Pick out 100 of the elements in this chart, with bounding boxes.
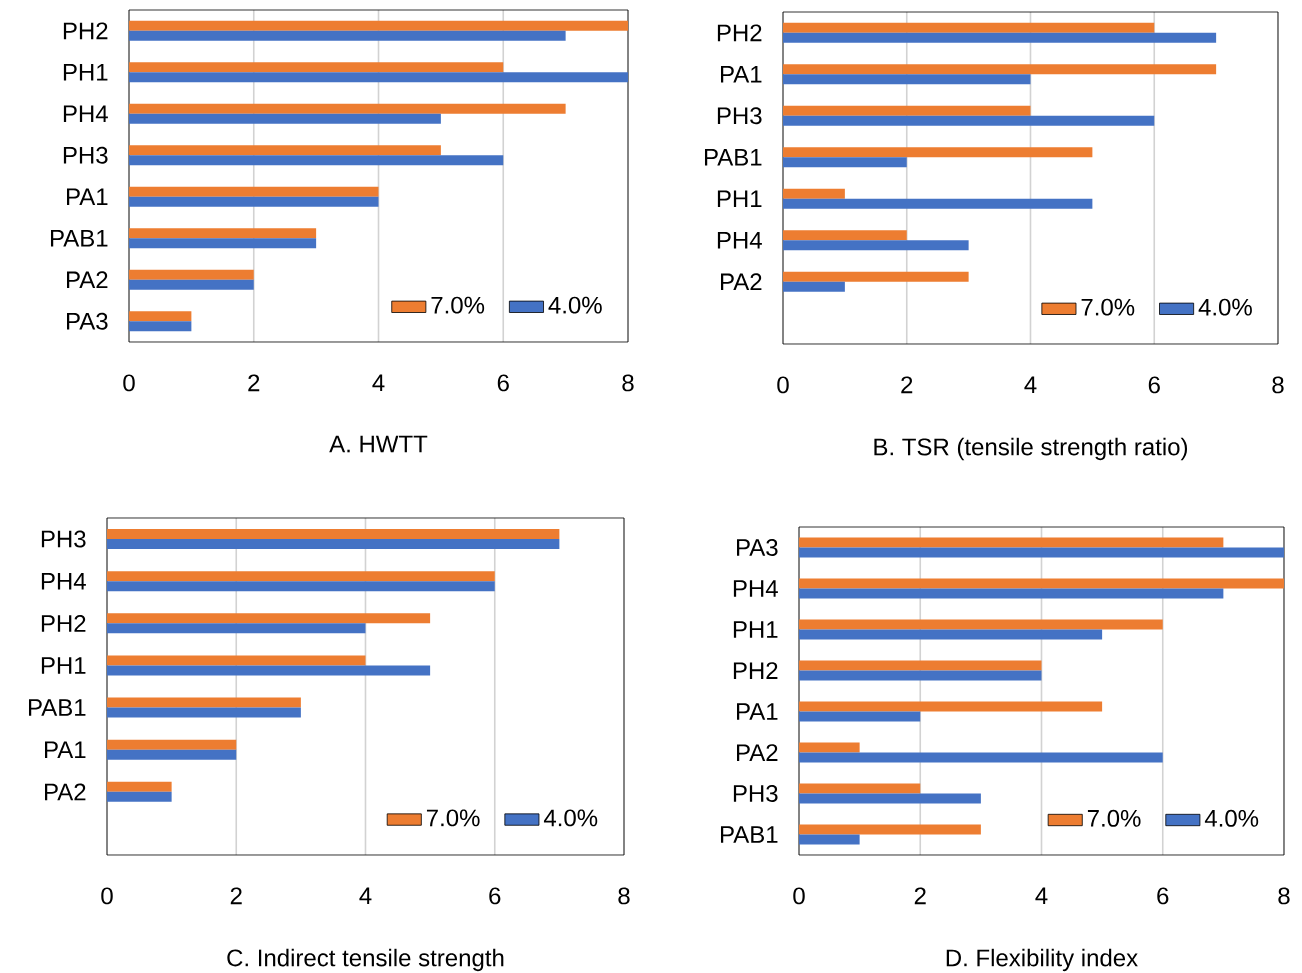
legend-label: 7.0%: [1087, 809, 1141, 827]
y-tick-label: PH3: [41, 530, 86, 548]
bar: [107, 665, 431, 676]
y-tick-label: PA2: [721, 273, 762, 291]
y-tick-label: PA3: [737, 539, 778, 556]
bar: [783, 32, 1217, 43]
bar: [107, 529, 560, 540]
x-axis-title: D. Flexibility index: [946, 948, 1138, 972]
x-tick-label: 0: [123, 374, 135, 392]
bar: [129, 321, 192, 332]
bar: [799, 834, 860, 845]
y-tick-label: PH3: [63, 146, 108, 164]
bar: [107, 539, 560, 550]
x-tick-label: 4: [359, 887, 372, 904]
bar: [799, 711, 921, 722]
x-tick-label: 2: [230, 887, 242, 905]
legend-label: 4.0%: [1198, 298, 1252, 316]
bar: [107, 613, 431, 624]
legend-label: 4.0%: [548, 296, 602, 314]
bar: [129, 311, 192, 322]
x-tick-label: 0: [777, 376, 789, 394]
bar: [129, 196, 379, 207]
x-tick-label: 4: [1024, 376, 1037, 393]
bar: [799, 619, 1163, 630]
bar: [129, 186, 379, 197]
y-tick-label: PH2: [41, 614, 86, 632]
x-tick-label: 8: [622, 374, 634, 392]
y-tick-label: PH1: [63, 64, 108, 81]
bar: [799, 588, 1224, 599]
x-tick-label: 6: [489, 887, 501, 905]
bar: [783, 240, 969, 251]
y-tick-label: PA1: [721, 66, 762, 83]
bar: [783, 105, 1031, 116]
bar: [783, 188, 845, 199]
bar: [783, 230, 907, 241]
x-axis-title: B. TSR (tensile strength ratio): [874, 437, 1188, 461]
y-tick-label: PH4: [41, 572, 86, 590]
x-axis-title: C. Indirect tensile strength: [227, 948, 504, 972]
bar: [107, 749, 237, 760]
bar: [129, 155, 504, 166]
y-tick-label: PH4: [63, 105, 108, 123]
y-tick-label: PH2: [733, 662, 778, 679]
y-tick-label: PH2: [717, 24, 762, 42]
x-tick-label: 0: [101, 887, 113, 905]
bar: [799, 793, 981, 804]
x-tick-label: 8: [1272, 376, 1284, 394]
x-tick-label: 2: [901, 376, 913, 394]
legend-label: 7.0%: [426, 809, 480, 827]
bar: [107, 781, 172, 792]
y-tick-label: PH3: [733, 785, 778, 802]
y-tick-label: PH4: [717, 232, 762, 249]
legend-label: 4.0%: [1204, 809, 1259, 827]
legend-label: 7.0%: [1081, 298, 1135, 316]
bar: [799, 742, 860, 753]
x-tick-label: 2: [914, 887, 926, 905]
bar: [107, 791, 172, 802]
y-tick-label: PH2: [63, 22, 108, 40]
bar: [783, 271, 969, 282]
y-tick-label: PA2: [737, 744, 778, 761]
x-tick-label: 8: [1278, 887, 1290, 905]
bar: [799, 578, 1284, 589]
x-axis-title: A. HWTT: [329, 435, 428, 453]
bar: [129, 145, 441, 156]
bar: [783, 115, 1155, 126]
bar: [107, 707, 301, 718]
bar: [799, 537, 1224, 548]
bar: [783, 64, 1217, 75]
bar: [783, 198, 1093, 209]
bar: [783, 157, 907, 168]
bar: [799, 547, 1284, 558]
bar: [799, 824, 981, 835]
x-tick-label: 4: [372, 374, 385, 391]
y-tick-label: PA3: [67, 312, 108, 330]
bar: [129, 269, 254, 280]
x-tick-label: 2: [248, 374, 260, 392]
bar: [129, 72, 629, 83]
x-tick-label: 0: [793, 887, 805, 905]
y-tick-label: PAB1: [704, 149, 762, 166]
legend-label: 7.0%: [431, 296, 485, 314]
y-tick-label: PH1: [41, 657, 86, 674]
bar: [129, 30, 566, 41]
bar: [799, 752, 1163, 763]
bar: [129, 20, 629, 31]
y-tick-label: PH4: [733, 580, 778, 597]
y-tick-label: PA2: [67, 271, 108, 289]
bar: [799, 701, 1103, 712]
y-tick-label: PH1: [717, 190, 762, 207]
bar: [107, 697, 301, 708]
x-tick-label: 6: [497, 374, 509, 392]
legend-label: 4.0%: [543, 809, 598, 827]
bar: [129, 228, 317, 239]
y-tick-label: PAB1: [50, 230, 108, 247]
bar: [799, 660, 1042, 671]
bar: [783, 74, 1031, 85]
bar: [783, 22, 1155, 33]
x-tick-label: 4: [1035, 887, 1048, 904]
bar: [107, 571, 495, 582]
y-tick-label: PAB1: [720, 826, 778, 843]
bar: [129, 62, 504, 73]
y-tick-label: PA1: [45, 741, 86, 758]
